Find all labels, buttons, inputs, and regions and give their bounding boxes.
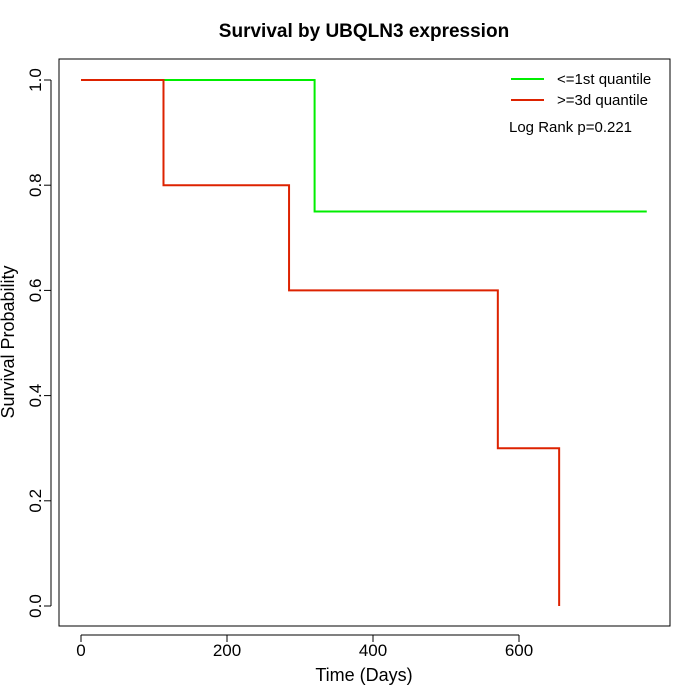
chart-title: Survival by UBQLN3 expression [219, 21, 509, 42]
survival-curve-1 [81, 79, 647, 213]
y-axis-title: Survival Probability [0, 265, 18, 418]
legend-label: <=1st quantile [557, 71, 651, 88]
y-tick-label: 1.0 [26, 68, 45, 92]
y-axis: 0.0 0.2 0.4 0.6 0.8 1.0 [26, 68, 52, 618]
y-tick-label: 0.8 [26, 173, 45, 197]
legend-label: >=3d quantile [557, 92, 648, 109]
survival-curve-2 [81, 79, 561, 606]
x-axis: 0 200 400 600 [76, 634, 533, 660]
legend: <=1st quantile >=3d quantile [511, 71, 651, 109]
series-layer [81, 79, 647, 606]
x-tick-label: 400 [359, 641, 387, 660]
y-tick-label: 0.2 [26, 489, 45, 513]
y-tick-label: 0.4 [26, 384, 45, 408]
plot-frame [58, 58, 671, 627]
x-tick-label: 600 [505, 641, 533, 660]
y-tick-label: 0.0 [26, 594, 45, 618]
x-axis-title: Time (Days) [315, 665, 412, 685]
x-tick-label: 200 [213, 641, 241, 660]
y-tick-label: 0.6 [26, 279, 45, 303]
x-tick-label: 0 [76, 641, 85, 660]
log-rank-annotation: Log Rank p=0.221 [509, 119, 632, 136]
